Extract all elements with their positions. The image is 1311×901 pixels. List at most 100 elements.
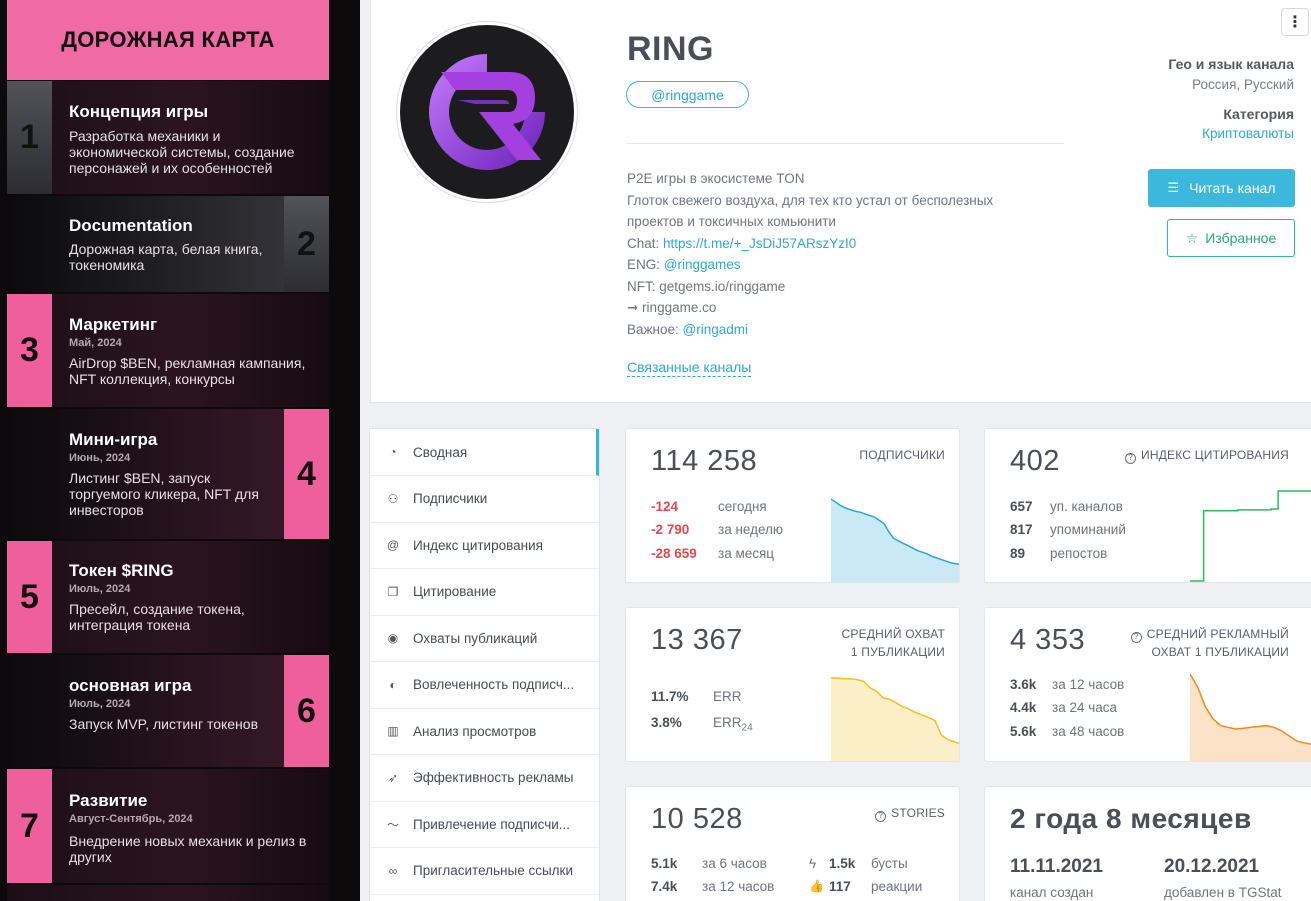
- dashboard-icon: ◔: [389, 445, 397, 459]
- roadmap-item-date: Июль, 2024: [69, 698, 131, 710]
- roadmap-item-6: 6 основная игра Июль, 2024 Запуск MVP, л…: [7, 655, 329, 767]
- thumbs-up-icon: 👍: [809, 879, 824, 893]
- more-menu-button[interactable]: ⋮: [1281, 8, 1309, 36]
- nav-item-8[interactable]: ➶ Эффективность рекламы: [370, 755, 599, 802]
- list-icon: ☰: [1167, 180, 1180, 195]
- related-channels-link[interactable]: Связанные каналы: [627, 359, 752, 377]
- roadmap-item-title: основная игра: [69, 676, 192, 695]
- engagement-icon: ◐: [389, 677, 397, 692]
- nav-item-label: Сводная: [413, 444, 468, 460]
- sparkline-area: [1190, 674, 1311, 761]
- roadmap-item-8-partial: [7, 885, 329, 901]
- nav-item-2[interactable]: ⚇ Подписчики: [370, 476, 599, 523]
- sparkline-line: [831, 498, 959, 566]
- subscribers-sparkline: [831, 498, 959, 582]
- roadmap-item-title: Концепция игры: [69, 102, 209, 121]
- desc-line: NFT: getgems.io/ringgame: [627, 278, 786, 294]
- roadmap-item-1: 1 Концепция игры Разработка механики и э…: [7, 81, 329, 194]
- nav-item-10[interactable]: ∞ Пригласительные ссылки: [370, 848, 599, 895]
- citation-sparkline: [1190, 490, 1311, 582]
- desc-line: ENG: @ringgames: [627, 257, 741, 272]
- desc-line: P2E игры в экосистеме TON: [627, 171, 805, 186]
- roadmap-banner: ДОРОЖНАЯ КАРТА 1 Концепция игры Разработ…: [0, 0, 360, 901]
- ad-reach-value: 4 353: [1010, 624, 1086, 656]
- citation-value: 402: [1010, 445, 1060, 477]
- roadmap-item-date: Август-Сентябрь, 2024: [69, 813, 193, 825]
- desc-line: проектов и токсичных комьюнити: [627, 214, 836, 229]
- nav-item-7[interactable]: ▥ Анализ просмотров: [370, 708, 599, 755]
- roadmap-item-desc: Пресейл, создание токена, интеграция ток…: [69, 601, 245, 633]
- quote-icon: ❐: [387, 584, 399, 599]
- roadmap-item-desc: AirDrop $BEN, рекламная кампания, NFT ко…: [69, 355, 306, 387]
- ad-reach-label: ? СРЕДНИЙ РЕКЛАМНЫЙ ОХВАТ 1 ПУБЛИКАЦИИ: [1130, 625, 1289, 661]
- category-label: Категория: [1223, 106, 1294, 122]
- read-channel-button[interactable]: ☰ Читать канал: [1148, 169, 1295, 207]
- roadmap-item-7: 7 Развитие Август-Сентябрь, 2024 Внедрен…: [7, 769, 329, 883]
- vertical-dots-icon: ⋮: [1287, 14, 1303, 31]
- users-icon: ⚇: [387, 491, 399, 506]
- link-icon: ∞: [388, 863, 398, 878]
- roadmap-item-number: 2: [284, 196, 329, 292]
- subscribers-card[interactable]: 114 258 ПОДПИСЧИКИ -124 сегодня -2 790 за …: [625, 428, 960, 583]
- channel-avatar[interactable]: [396, 21, 578, 203]
- sparkline-area: [831, 678, 959, 761]
- sparkline-line: [1190, 673, 1311, 746]
- added-label: добавлен в TGStat: [1164, 885, 1282, 900]
- geo-label: Гео и язык канала: [1168, 56, 1294, 72]
- stats-sidebar-nav: ◔ Сводная ⚇ Подписчики @ Индекс цитирования ❐ Ц…: [369, 428, 600, 901]
- nav-item-label: Анализ просмотров: [413, 723, 537, 739]
- added-date: 20.12.2021: [1164, 856, 1260, 877]
- reach-sparkline: [831, 677, 959, 761]
- nav-item-9[interactable]: 〜 Привлечение подписчи...: [370, 801, 599, 848]
- average-reach-card[interactable]: 13 367 СРЕДНИЙ ОХВАТ 1 ПУБЛИКАЦИИ 11.7% ER…: [625, 607, 960, 762]
- admin-link[interactable]: @ringadmi: [682, 321, 749, 337]
- channel-username-link[interactable]: @ringgame: [626, 81, 749, 108]
- rocket-icon: ➶: [387, 770, 399, 785]
- roadmap-item-number: 7: [7, 769, 52, 883]
- nav-item-4[interactable]: ❐ Цитирование: [370, 569, 599, 616]
- roadmap-item-number: 4: [284, 409, 329, 539]
- reach-value: 13 367: [651, 624, 743, 656]
- sparkline-line: [831, 677, 959, 744]
- channel-profile-card: RING @ringgame P2E игры в экосистеме TON…: [370, 0, 1311, 403]
- roadmap-item-number: 3: [7, 294, 52, 407]
- sparkline-line: [1190, 490, 1311, 582]
- reach-label: СРЕДНИЙ ОХВАТ 1 ПУБЛИКАЦИИ: [841, 627, 945, 659]
- nav-item-3[interactable]: @ Индекс цитирования: [370, 522, 599, 569]
- roadmap-item-desc: Запуск MVP, листинг токенов: [69, 716, 259, 732]
- roadmap-item-title: Documentation: [69, 216, 193, 235]
- channel-title: RING: [627, 30, 714, 68]
- nav-item-5[interactable]: ◉ Охваты публикаций: [370, 615, 599, 662]
- question-icon: ?: [1130, 631, 1142, 643]
- created-label: канал создан: [1010, 885, 1094, 900]
- roadmap-item-title: Развитие: [69, 791, 148, 810]
- nav-item-6[interactable]: ◐ Вовлеченность подписч...: [370, 662, 599, 709]
- category-link[interactable]: Криптовалюты: [1202, 126, 1294, 141]
- nav-item-label: Цитирование: [413, 584, 497, 599]
- sparkline-area: [831, 499, 959, 582]
- roadmap-item-title: Токен $RING: [69, 561, 174, 580]
- roadmap-item-desc: Листинг $BEN, запуск торгуемого кликера,…: [69, 470, 259, 518]
- desc-line: Глоток свежего воздуха, для тех кто уста…: [627, 192, 994, 208]
- roadmap-item-number: 5: [7, 541, 52, 653]
- nav-item-label: Привлечение подписчи...: [413, 816, 571, 832]
- eng-channel-link[interactable]: @ringgames: [663, 257, 741, 272]
- roadmap-item-4: 4 Мини-игра Июнь, 2024 Листинг $BEN, зап…: [7, 409, 329, 539]
- nav-item-label: Вовлеченность подписч...: [413, 677, 575, 692]
- channel-age-card: 2 года 8 месяцев 11.11.2021 канал создан…: [984, 786, 1311, 901]
- desc-line: Chat: https://t.me/+_JsDiJ57ARszYzI0: [627, 235, 857, 251]
- at-icon: @: [386, 538, 400, 552]
- nav-item-label: Пригласительные ссылки: [413, 863, 574, 878]
- ring-logo-icon: [429, 54, 545, 170]
- ad-reach-card[interactable]: 4 353 ? СРЕДНИЙ РЕКЛАМНЫЙ ОХВАТ 1 ПУБЛИКАЦ…: [984, 607, 1311, 762]
- chat-link[interactable]: https://t.me/+_JsDiJ57ARszYzI0: [663, 235, 857, 251]
- roadmap-header: ДОРОЖНАЯ КАРТА: [7, 0, 329, 80]
- citation-index-card[interactable]: 402 ? ИНДЕКС ЦИТИРОВАНИЯ 657 уп. каналов 8…: [984, 428, 1311, 583]
- subscribers-value: 114 258: [651, 445, 758, 477]
- ad-reach-sparkline: [1190, 673, 1311, 761]
- nav-item-1[interactable]: ◔ Сводная: [370, 429, 599, 476]
- lightning-icon: ϟ: [809, 856, 817, 871]
- favorite-button[interactable]: ☆ Избранное: [1167, 219, 1295, 257]
- stories-card[interactable]: 10 528 ? STORIES 5.1k за 6 часов 7.4k за 12…: [625, 786, 960, 901]
- nav-item-label: Индекс цитирования: [413, 537, 543, 553]
